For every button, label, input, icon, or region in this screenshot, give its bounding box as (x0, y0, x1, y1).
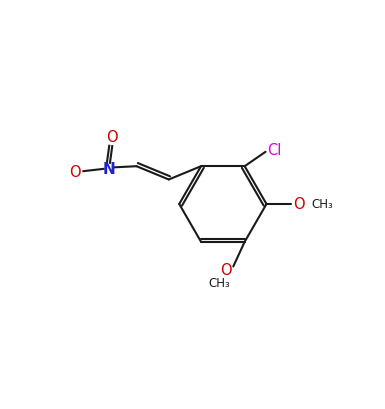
Text: O: O (69, 165, 81, 180)
Text: O: O (293, 197, 304, 212)
Text: CH₃: CH₃ (311, 198, 333, 211)
Text: O: O (106, 129, 118, 144)
Text: O: O (220, 263, 232, 278)
Text: CH₃: CH₃ (209, 276, 230, 289)
Text: N: N (103, 161, 115, 176)
Text: Cl: Cl (268, 143, 282, 157)
